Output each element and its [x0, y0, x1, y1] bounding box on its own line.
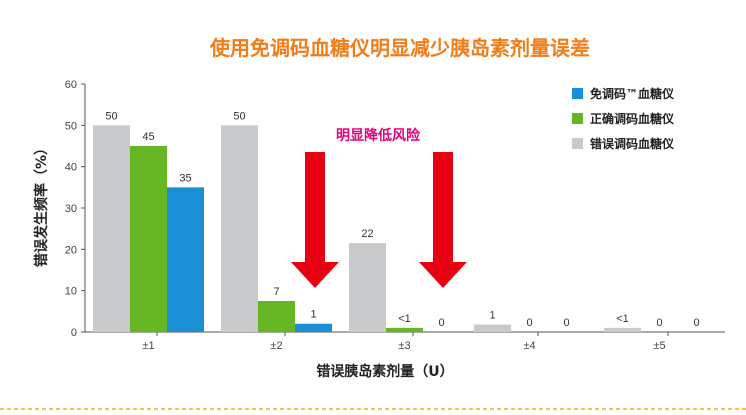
x-axis: ±1 ±2 ±3 ±4 ±5 [85, 331, 725, 352]
bar [130, 146, 167, 332]
x-tick-label: ±5 [653, 340, 665, 352]
risk-annotation: 明显降低风险 [336, 127, 421, 144]
y-tick-label: 60 [65, 79, 77, 91]
x-axis-label: 错误胰岛素剂量（U） [316, 363, 453, 380]
bar [93, 125, 130, 332]
data-label: <1 [398, 313, 411, 325]
down-arrow-icon [419, 152, 467, 288]
bar [604, 327, 641, 332]
bar [258, 301, 295, 332]
data-label: 35 [179, 172, 191, 184]
x-tick-label: ±3 [398, 340, 410, 352]
bars [93, 125, 641, 332]
y-axis-label: 错误发生频率（%） [33, 141, 50, 267]
y-tick-label: 10 [65, 286, 77, 298]
down-arrow-icon [291, 152, 339, 288]
bar [474, 324, 511, 332]
data-label: 0 [693, 317, 699, 329]
data-label: <1 [616, 313, 629, 325]
data-label: 7 [273, 286, 279, 298]
legend-swatch [572, 138, 583, 149]
legend-swatch [572, 113, 583, 124]
y-tick-label: 40 [65, 162, 77, 174]
chart-title: 使用免调码血糖仪明显减少胰岛素剂量误差 [209, 36, 590, 60]
data-label: 50 [233, 110, 245, 122]
x-tick-label: ±2 [270, 340, 282, 352]
data-label: 45 [142, 131, 154, 143]
data-label: 1 [489, 310, 495, 322]
data-label: 50 [105, 110, 117, 122]
x-tick-label: ±4 [523, 340, 535, 352]
bar [386, 327, 423, 332]
data-label: 0 [526, 317, 532, 329]
y-tick-label: 20 [65, 244, 77, 256]
bar [167, 187, 204, 332]
bar [349, 243, 386, 332]
data-labels: 50 45 35 50 7 1 22 <1 0 1 0 0 <1 0 0 [105, 110, 699, 329]
data-label: 0 [563, 317, 569, 329]
bar [295, 323, 332, 332]
x-tick-label: ±1 [142, 340, 154, 352]
bar [221, 125, 258, 332]
legend-swatch [572, 88, 583, 99]
y-tick-label: 0 [71, 327, 77, 339]
data-label: 22 [361, 228, 373, 240]
legend-label: 正确调码血糖仪 [590, 111, 675, 126]
data-label: 0 [438, 317, 444, 329]
legend-label: 免调码™血糖仪 [590, 86, 675, 101]
legend-label: 错误调码血糖仪 [590, 136, 675, 151]
arrows [291, 152, 467, 288]
y-axis: 0 10 20 30 40 50 60 [65, 79, 86, 339]
data-label: 0 [656, 317, 662, 329]
y-tick-label: 50 [65, 120, 77, 132]
y-tick-label: 30 [65, 203, 77, 215]
data-label: 1 [310, 309, 316, 321]
